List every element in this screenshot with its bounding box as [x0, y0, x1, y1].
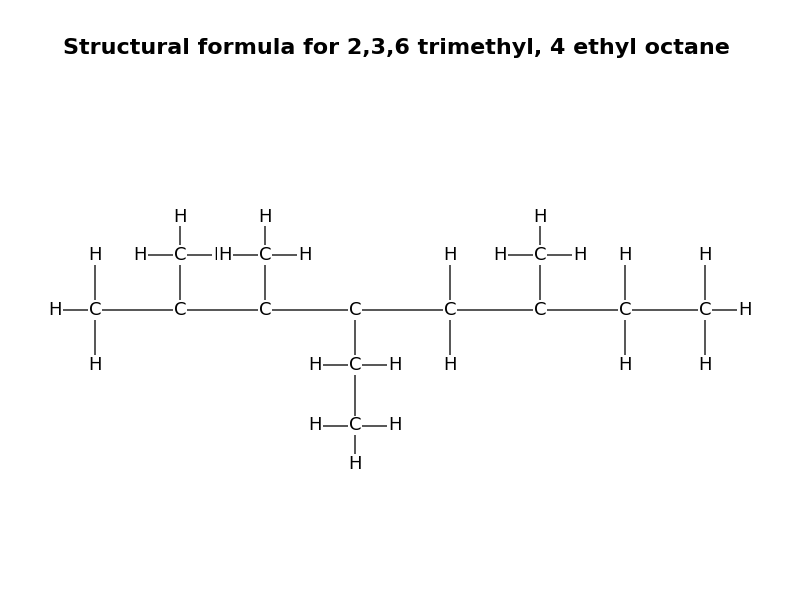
Text: H: H	[348, 455, 362, 473]
Text: C: C	[534, 246, 546, 264]
Text: C: C	[444, 301, 456, 319]
Text: H: H	[444, 356, 457, 374]
Text: H: H	[388, 356, 402, 374]
Text: H: H	[88, 356, 101, 374]
Text: C: C	[259, 301, 271, 319]
Text: Structural formula for 2,3,6 trimethyl, 4 ethyl octane: Structural formula for 2,3,6 trimethyl, …	[63, 38, 729, 58]
Text: H: H	[308, 417, 322, 435]
Text: H: H	[444, 246, 457, 264]
Text: C: C	[348, 417, 361, 435]
Text: H: H	[48, 301, 62, 319]
Text: C: C	[348, 356, 361, 374]
Text: C: C	[259, 246, 271, 264]
Text: H: H	[699, 356, 712, 374]
Text: H: H	[219, 246, 232, 264]
Text: H: H	[619, 356, 632, 374]
Text: H: H	[533, 207, 546, 225]
Text: C: C	[173, 301, 186, 319]
Text: C: C	[173, 246, 186, 264]
Text: C: C	[348, 301, 361, 319]
Text: H: H	[738, 301, 752, 319]
Text: H: H	[308, 356, 322, 374]
Text: C: C	[699, 301, 711, 319]
Text: H: H	[388, 417, 402, 435]
Text: C: C	[89, 301, 101, 319]
Text: H: H	[133, 246, 147, 264]
Text: H: H	[88, 246, 101, 264]
Text: C: C	[619, 301, 631, 319]
Text: H: H	[173, 207, 187, 225]
Text: H: H	[299, 246, 312, 264]
Text: H: H	[213, 246, 227, 264]
Text: H: H	[493, 246, 507, 264]
Text: H: H	[258, 207, 272, 225]
Text: C: C	[534, 301, 546, 319]
Text: H: H	[699, 246, 712, 264]
Text: H: H	[573, 246, 587, 264]
Text: H: H	[619, 246, 632, 264]
